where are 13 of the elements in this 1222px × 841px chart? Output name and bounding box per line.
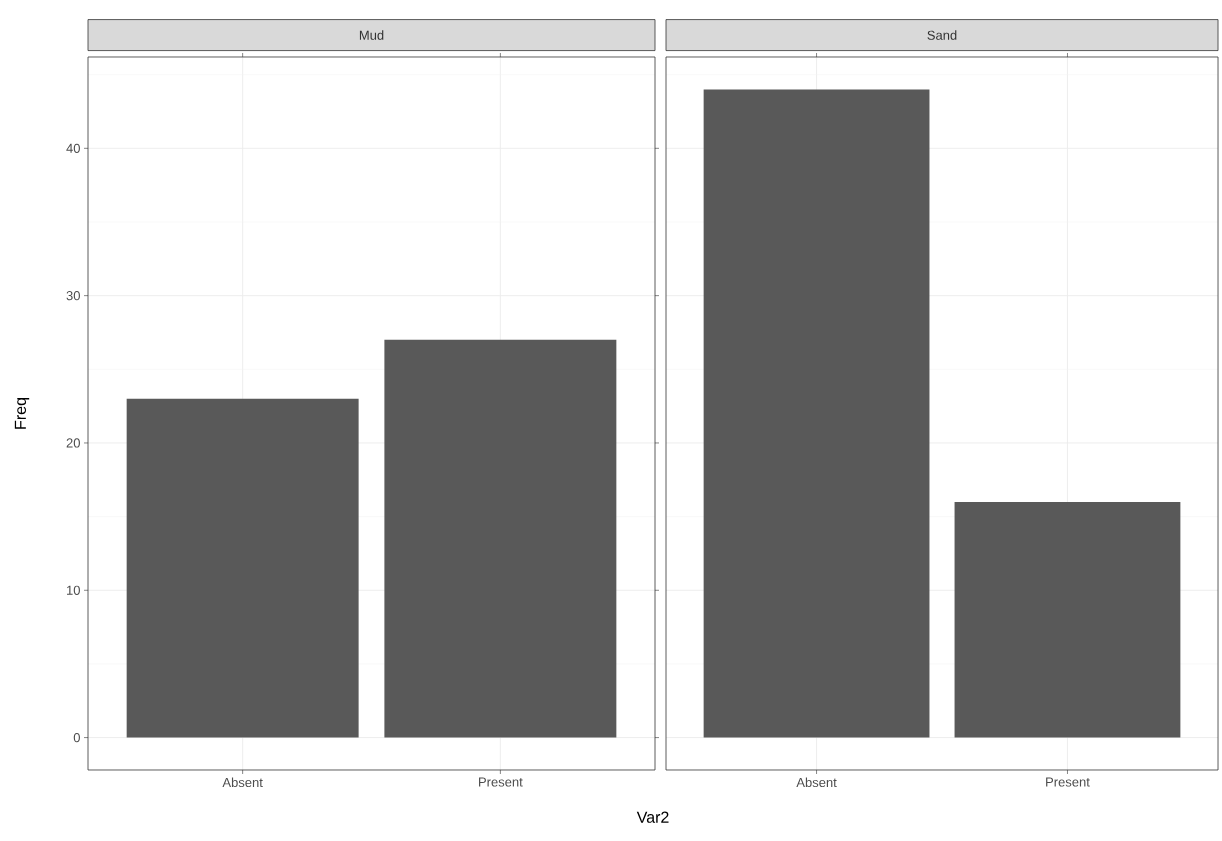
chart-title: Mud (359, 30, 384, 40)
y-tick-label: 20 (66, 438, 80, 448)
y-tick-label: 40 (66, 143, 80, 153)
x-tick-label: Present (479, 777, 523, 787)
x-tick-label: Absent (222, 777, 263, 788)
x-tick-label: Present (1046, 777, 1090, 787)
x-tick-label: Absent (796, 777, 837, 788)
y-tick-label: 0 (73, 732, 80, 743)
y-tick-label: 30 (66, 291, 80, 301)
chart-title: Sand (927, 30, 957, 40)
x-axis-title: Var2 (636, 811, 669, 823)
y-axis-title: Freq (14, 398, 30, 429)
y-tick-label: 10 (67, 585, 80, 595)
